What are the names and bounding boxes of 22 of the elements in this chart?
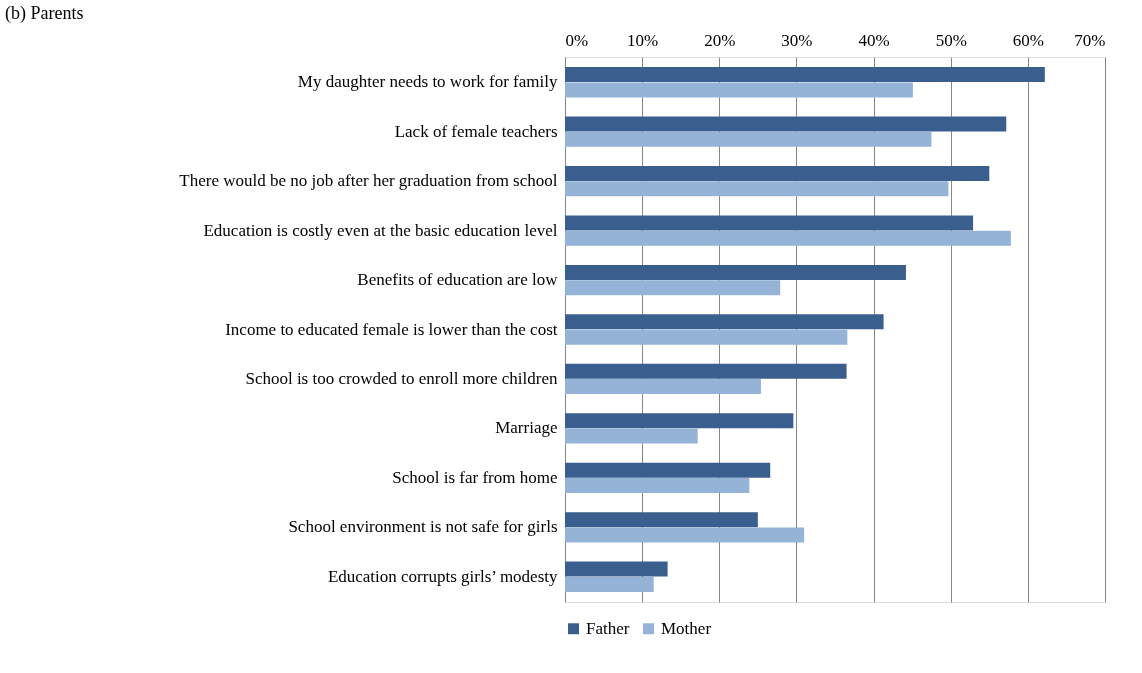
x-tick-label: 70%	[1074, 30, 1106, 50]
y-tick-label: School environment is not safe for girls	[288, 517, 558, 537]
x-tick-label: 30%	[781, 30, 813, 50]
x-tick-label: 40%	[858, 30, 890, 50]
x-tick-label: 20%	[704, 30, 736, 50]
legend-label: Mother	[661, 618, 712, 638]
y-tick-label: There would be no job after her graduation from school	[179, 171, 558, 191]
y-tick-label: Lack of female teachers	[394, 121, 558, 141]
text: (b) Parents	[5, 3, 84, 24]
y-tick-label: School is far from home	[392, 467, 558, 487]
legend-label: Father	[586, 618, 630, 638]
y-tick-label: Education corrupts girls’ modesty	[327, 566, 558, 586]
y-tick-label: My daughter needs to work for family	[297, 72, 558, 92]
x-tick-label: 10%	[627, 30, 659, 50]
x-tick-label: 50%	[935, 30, 967, 50]
y-tick-label: Income to educated female is lower than the cost	[225, 319, 558, 339]
y-tick-label: School is too crowded to enroll more children	[245, 368, 558, 388]
y-tick-label: Education is costly even at the basic education level	[203, 220, 558, 240]
y-tick-label: Benefits of education are low	[357, 270, 559, 290]
y-tick-label: Marriage	[495, 418, 558, 438]
x-tick-label: 0%	[565, 30, 589, 50]
x-tick-label: 60%	[1012, 30, 1044, 50]
